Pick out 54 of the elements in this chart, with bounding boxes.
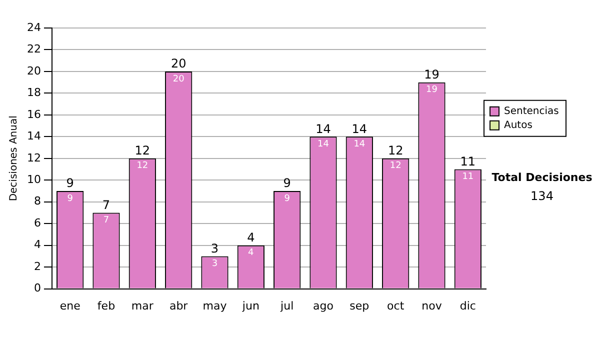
total-label: 9 <box>283 176 291 190</box>
x-tick-label: abr <box>169 299 188 312</box>
total-label: 3 <box>210 241 219 256</box>
legend-label: Sentencias <box>504 106 559 117</box>
y-tick-label: 20 <box>26 64 41 78</box>
y-tick-label: 8 <box>34 194 41 208</box>
total-label: 4 <box>247 230 255 244</box>
data-label: 12 <box>390 161 402 172</box>
text: 134 <box>530 189 554 204</box>
data-label: 20 <box>172 74 185 84</box>
x-tick-label: oct <box>387 299 405 312</box>
total-label: 19 <box>424 67 440 82</box>
y-tick-label: 18 <box>26 86 41 100</box>
total-label: 12 <box>134 144 150 158</box>
y-tick-label: 12 <box>26 151 41 164</box>
y-tick-label: 10 <box>26 172 41 186</box>
data-label: 14 <box>354 140 366 150</box>
total-label: 12 <box>388 144 404 158</box>
total-label: 20 <box>170 56 186 71</box>
y-tick-label: 2 <box>34 260 41 273</box>
data-label: 14 <box>318 140 330 150</box>
y-tick-label: 16 <box>26 108 41 121</box>
y-tick-label: 0 <box>34 282 41 295</box>
data-label: 3 <box>212 259 218 270</box>
data-label: 11 <box>462 172 474 182</box>
total-label: 9 <box>66 176 74 190</box>
y-axis-title: Decisiones Anual <box>8 116 20 202</box>
y-tick-label: 4 <box>34 238 41 252</box>
y-tick-label: 22 <box>26 42 41 56</box>
legend-label: Autos <box>504 120 532 131</box>
x-tick-label: sep <box>350 299 370 312</box>
data-label: 7 <box>103 216 110 226</box>
x-tick-label: nov <box>422 299 442 312</box>
x-tick-label: dic <box>460 299 476 312</box>
data-label: 12 <box>136 161 148 172</box>
x-tick-label: ago <box>313 299 334 312</box>
x-tick-label: ene <box>60 299 81 312</box>
y-tick-label: 6 <box>34 216 41 230</box>
total-label: 14 <box>352 122 368 136</box>
x-tick-label: may <box>202 299 228 312</box>
data-label: 19 <box>426 85 438 96</box>
data-label: 9 <box>284 194 290 204</box>
x-tick-label: mar <box>131 299 154 312</box>
x-tick-label: feb <box>97 299 116 312</box>
data-label: 4 <box>248 248 254 258</box>
x-tick-label: jul <box>280 299 294 312</box>
y-tick-label: 14 <box>26 130 41 143</box>
total-label: 11 <box>460 154 476 168</box>
x-tick-label: jun <box>241 299 260 312</box>
y-tick-label: 24 <box>26 20 41 34</box>
total-label: 14 <box>316 122 331 136</box>
text: Total Decisiones <box>492 170 593 184</box>
data-label: 9 <box>67 194 74 204</box>
total-label: 7 <box>102 198 110 212</box>
